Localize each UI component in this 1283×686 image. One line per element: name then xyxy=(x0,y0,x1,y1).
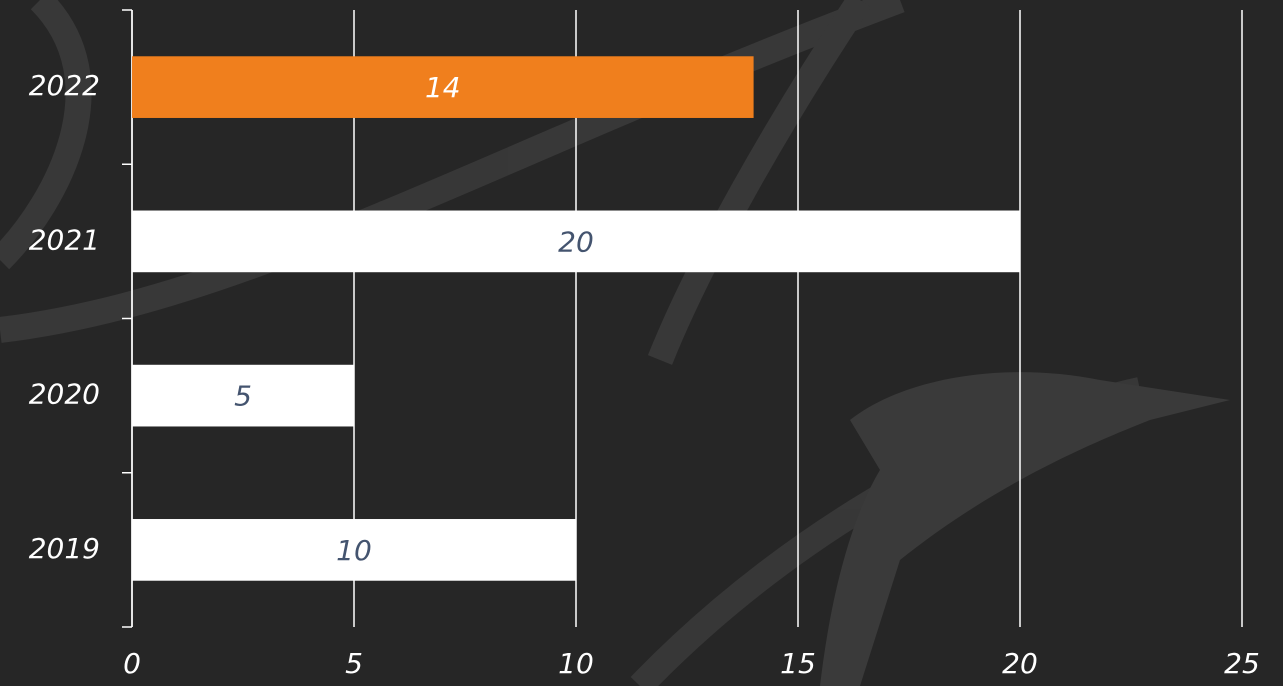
data-label: 20 xyxy=(558,225,594,258)
decoration-swoosh xyxy=(0,0,92,270)
y-tick-label: 2019 xyxy=(29,532,100,565)
decoration-dolphin xyxy=(820,372,1230,686)
x-tick-label: 10 xyxy=(558,647,594,680)
y-tick-label: 2020 xyxy=(29,378,100,411)
decoration-swoosh xyxy=(647,0,871,365)
x-tick-label: 5 xyxy=(345,647,363,680)
data-label: 5 xyxy=(234,380,252,413)
y-tick-label: 2021 xyxy=(29,223,100,256)
bar xyxy=(132,519,576,581)
x-tick-label: 20 xyxy=(1002,647,1038,680)
bar xyxy=(132,210,1020,273)
x-tick-label: 0 xyxy=(123,647,141,680)
data-label: 10 xyxy=(336,534,372,567)
y-tick-label: 2022 xyxy=(29,69,100,102)
x-tick-label: 15 xyxy=(780,647,816,680)
bar xyxy=(132,56,754,118)
x-tick-label: 25 xyxy=(1224,647,1260,680)
data-label: 14 xyxy=(425,71,461,104)
bar xyxy=(132,364,354,427)
